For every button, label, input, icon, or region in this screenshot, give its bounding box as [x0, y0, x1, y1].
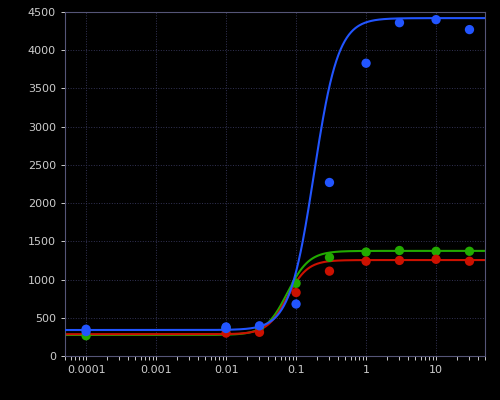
- Point: [256, 324, 264, 331]
- Point: [292, 301, 300, 307]
- Point: [432, 16, 440, 23]
- Point: [466, 258, 473, 264]
- Point: [292, 289, 300, 296]
- Point: [82, 332, 90, 339]
- Point: [326, 179, 334, 186]
- Point: [466, 26, 473, 33]
- Point: [256, 323, 264, 329]
- Point: [396, 257, 404, 264]
- Point: [362, 60, 370, 66]
- Point: [222, 324, 230, 330]
- Point: [326, 268, 334, 274]
- Point: [326, 254, 334, 260]
- Point: [362, 249, 370, 255]
- Point: [222, 326, 230, 332]
- Point: [396, 247, 404, 254]
- Point: [222, 325, 230, 332]
- Point: [466, 248, 473, 254]
- Point: [256, 329, 264, 336]
- Point: [222, 330, 230, 336]
- Point: [82, 326, 90, 332]
- Point: [222, 324, 230, 331]
- Point: [82, 328, 90, 335]
- Point: [432, 256, 440, 262]
- Point: [432, 248, 440, 254]
- Point: [292, 280, 300, 286]
- Point: [362, 258, 370, 264]
- Point: [396, 20, 404, 26]
